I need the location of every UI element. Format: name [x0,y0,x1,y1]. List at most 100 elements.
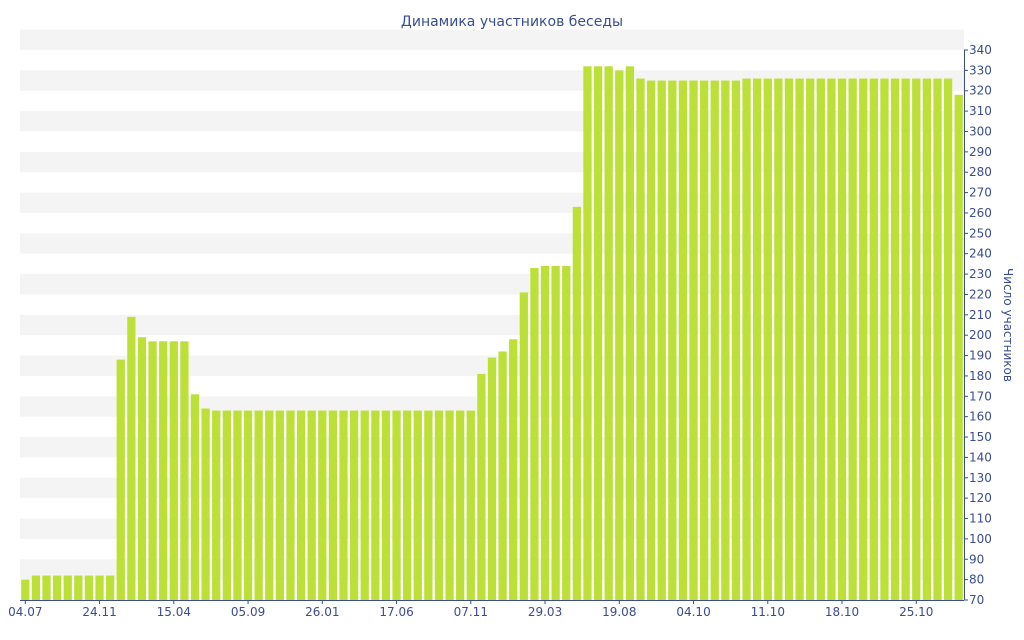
bar[interactable] [806,78,815,601]
bar[interactable] [816,78,825,601]
bar[interactable] [593,66,603,601]
bar[interactable] [201,408,210,600]
bar[interactable] [106,575,115,600]
bar[interactable] [339,410,348,600]
y-tick-label: 310 [969,104,992,118]
x-tick-label: 07.11 [454,605,488,619]
bar[interactable] [689,80,698,601]
bar[interactable] [562,265,571,600]
bar[interactable] [848,78,857,601]
bar[interactable] [583,66,592,601]
bar[interactable] [63,575,72,600]
bar[interactable] [159,341,168,600]
bar[interactable] [169,341,178,600]
bar[interactable] [190,394,200,600]
bar[interactable] [371,410,380,600]
bar[interactable] [265,410,274,600]
bar[interactable] [222,410,231,600]
bar[interactable] [933,78,942,601]
bar[interactable] [721,80,730,601]
y-tick-label: 140 [969,450,992,464]
bar[interactable] [286,410,295,600]
bar[interactable] [912,78,921,601]
bar[interactable] [922,78,932,601]
y-tick-label: 90 [969,552,984,566]
bar[interactable] [21,579,30,600]
bar[interactable] [180,341,189,600]
bar[interactable] [456,410,465,600]
bar[interactable] [445,410,454,600]
bar[interactable] [837,78,847,601]
bar[interactable] [678,80,688,601]
bar[interactable] [943,78,953,601]
y-tick-label: 240 [969,247,992,261]
bar[interactable] [307,410,316,600]
bar[interactable] [212,410,221,600]
bar[interactable] [509,339,518,600]
bar[interactable] [530,267,539,600]
bar[interactable] [763,78,772,601]
bar[interactable] [360,410,369,600]
bar[interactable] [318,410,327,600]
bar[interactable] [890,78,900,601]
bar[interactable] [880,78,889,601]
bar[interactable] [731,80,741,601]
bar[interactable] [233,410,242,600]
bar[interactable] [487,357,497,600]
y-tick-label: 100 [969,532,992,546]
bar[interactable] [636,78,645,601]
bar[interactable] [413,410,422,600]
bar[interactable] [349,410,359,600]
bar[interactable] [381,410,391,600]
bar[interactable] [95,575,104,600]
bar[interactable] [519,292,528,600]
bar[interactable] [127,316,136,600]
bar[interactable] [275,410,285,600]
bar[interactable] [31,575,41,600]
bar[interactable] [901,78,910,601]
bar[interactable] [403,410,412,600]
bar[interactable] [392,410,401,600]
bar[interactable] [52,575,62,600]
bar[interactable] [137,337,147,600]
y-tick-label: 200 [969,328,992,342]
bar[interactable] [84,575,94,600]
y-tick-label: 70 [969,593,984,607]
bar[interactable] [74,575,83,600]
bar[interactable] [466,410,475,600]
bar[interactable] [859,78,868,601]
bar[interactable] [148,341,157,600]
bar[interactable] [540,265,550,600]
bar[interactable] [869,78,878,601]
bar[interactable] [795,78,804,601]
bar[interactable] [572,206,581,600]
bar[interactable] [477,373,486,600]
bar[interactable] [742,78,751,601]
bar[interactable] [668,80,677,601]
bar[interactable] [774,78,783,601]
bar[interactable] [615,70,624,601]
bar[interactable] [296,410,306,600]
bar[interactable] [710,80,719,601]
bar[interactable] [827,78,836,601]
bar[interactable] [424,410,433,600]
bar[interactable] [699,80,709,601]
bar[interactable] [42,575,51,600]
bar[interactable] [604,66,613,601]
bar[interactable] [657,80,666,601]
bar[interactable] [434,410,444,600]
bar[interactable] [116,359,125,600]
bar[interactable] [498,351,507,600]
y-tick-label: 320 [969,84,992,98]
bar[interactable] [243,410,253,600]
bar[interactable] [625,66,635,601]
y-tick-label: 110 [969,512,992,526]
bar[interactable] [646,80,656,601]
bar[interactable] [784,78,794,601]
bar[interactable] [551,265,560,600]
bar[interactable] [753,78,762,601]
bar[interactable] [254,410,263,600]
bar[interactable] [954,94,963,600]
bar[interactable] [328,410,338,600]
